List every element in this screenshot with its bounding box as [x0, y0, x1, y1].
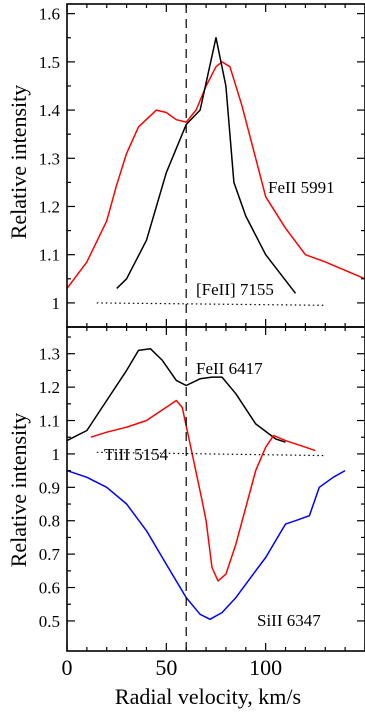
annotation-feii-7155: [FeII] 7155	[196, 280, 274, 299]
annotation-siii-6347: SiII 6347	[257, 611, 321, 630]
top-ticks-group: 1 1.1 1.2 1.3 1.4 1.5 1.6	[39, 4, 365, 327]
xtick-label: 50	[155, 655, 177, 680]
bottom-plot-frame	[66, 326, 365, 652]
bottom-ticks-group: 0.5 0.6 0.7 0.8 0.9 1 1.1 1.2 1.3 0 50 100	[39, 327, 365, 680]
top-ytick-label: 1.2	[39, 197, 60, 216]
top-ytick-label: 1	[52, 294, 61, 313]
bottom-ytick-label: 0.9	[39, 478, 60, 497]
bottom-ytick-label: 0.8	[39, 512, 60, 531]
top-ytick-label: 1.3	[39, 149, 60, 168]
bottom-ytick-label: 1.2	[39, 378, 60, 397]
top-plot-frame	[66, 3, 365, 328]
bottom-ytick-label: 0.6	[39, 579, 60, 598]
top-y-axis-label: Relative intensity	[6, 85, 31, 240]
xtick-label: 100	[249, 655, 282, 680]
top-ytick-label: 1.1	[39, 246, 60, 265]
bottom-ytick-label: 0.7	[39, 545, 61, 564]
annotation-tiii-5154: TiII 5154	[104, 445, 169, 464]
top-series-feii-7155	[96, 302, 326, 306]
bottom-y-axis-label: Relative intensity	[6, 413, 31, 568]
xtick-label: 0	[62, 655, 73, 680]
annotation-feii-5991: FeII 5991	[268, 178, 335, 197]
top-panel: 1 1.1 1.2 1.3 1.4 1.5 1.6 FeII 5991 [FeII] 715…	[6, 4, 365, 327]
x-axis-label: Radial velocity, km/s	[115, 684, 301, 709]
top-ytick-label: 1.5	[39, 53, 60, 72]
top-series-group	[66, 36, 365, 306]
top-series-feii-5991	[66, 61, 365, 289]
bottom-ytick-label: 1.3	[39, 345, 60, 364]
bottom-ytick-label: 0.5	[39, 612, 60, 631]
bottom-ytick-label: 1	[52, 445, 61, 464]
top-ytick-label: 1.6	[39, 5, 60, 24]
bottom-series-continuum	[96, 451, 326, 457]
bottom-panel: 0.5 0.6 0.7 0.8 0.9 1 1.1 1.2 1.3 0 50 100 FeII 641…	[6, 327, 365, 709]
annotation-feii-6417: FeII 6417	[196, 359, 263, 378]
bottom-series-group	[66, 347, 346, 621]
bottom-series-feii-6417	[66, 347, 286, 443]
bottom-series-siii-6347	[66, 469, 346, 621]
bottom-ytick-label: 1.1	[39, 412, 60, 431]
top-ytick-label: 1.4	[39, 101, 61, 120]
top-series-feii-5991-black	[116, 36, 297, 294]
bottom-series-tiii-5154	[90, 399, 316, 582]
